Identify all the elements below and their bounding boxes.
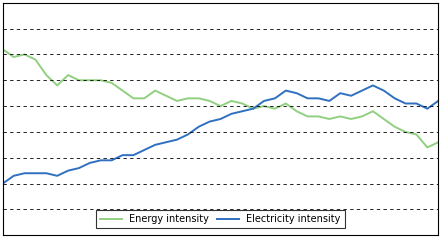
Line: Electricity intensity: Electricity intensity — [3, 85, 438, 183]
Energy intensity — [164, 94, 169, 97]
Electricity intensity — [283, 89, 288, 92]
Energy intensity — [65, 74, 71, 77]
Energy intensity — [262, 105, 267, 108]
Energy intensity — [131, 97, 136, 100]
Electricity intensity — [403, 102, 408, 105]
Electricity intensity — [0, 182, 5, 185]
Electricity intensity — [164, 141, 169, 144]
Electricity intensity — [44, 172, 49, 175]
Energy intensity — [153, 89, 158, 92]
Energy intensity — [33, 58, 38, 61]
Electricity intensity — [55, 174, 60, 177]
Electricity intensity — [131, 154, 136, 157]
Electricity intensity — [272, 97, 277, 100]
Electricity intensity — [425, 107, 430, 110]
Electricity intensity — [22, 172, 27, 175]
Energy intensity — [392, 125, 397, 128]
Electricity intensity — [142, 149, 147, 151]
Energy intensity — [370, 110, 376, 113]
Energy intensity — [425, 146, 430, 149]
Electricity intensity — [196, 125, 202, 128]
Energy intensity — [294, 110, 299, 113]
Energy intensity — [98, 79, 103, 82]
Electricity intensity — [381, 89, 386, 92]
Electricity intensity — [414, 102, 419, 105]
Energy intensity — [229, 99, 234, 102]
Energy intensity — [283, 102, 288, 105]
Electricity intensity — [327, 99, 332, 102]
Energy intensity — [44, 74, 49, 77]
Energy intensity — [218, 105, 223, 108]
Electricity intensity — [65, 169, 71, 172]
Energy intensity — [316, 115, 321, 118]
Electricity intensity — [392, 97, 397, 100]
Energy intensity — [403, 130, 408, 133]
Electricity intensity — [109, 159, 114, 162]
Legend: Energy intensity, Electricity intensity: Energy intensity, Electricity intensity — [97, 210, 344, 228]
Energy intensity — [338, 115, 343, 118]
Energy intensity — [109, 81, 114, 84]
Energy intensity — [185, 97, 191, 100]
Electricity intensity — [207, 120, 212, 123]
Electricity intensity — [348, 94, 354, 97]
Energy intensity — [55, 84, 60, 87]
Electricity intensity — [262, 99, 267, 102]
Electricity intensity — [359, 89, 365, 92]
Electricity intensity — [33, 172, 38, 175]
Energy intensity — [250, 107, 256, 110]
Energy intensity — [381, 118, 386, 120]
Electricity intensity — [239, 110, 245, 113]
Electricity intensity — [98, 159, 103, 162]
Energy intensity — [76, 79, 82, 82]
Energy intensity — [348, 118, 354, 120]
Energy intensity — [0, 48, 5, 51]
Electricity intensity — [174, 138, 179, 141]
Energy intensity — [414, 133, 419, 136]
Electricity intensity — [120, 154, 125, 157]
Electricity intensity — [316, 97, 321, 100]
Electricity intensity — [370, 84, 376, 87]
Energy intensity — [87, 79, 93, 82]
Energy intensity — [22, 53, 27, 56]
Energy intensity — [120, 89, 125, 92]
Energy intensity — [239, 102, 245, 105]
Electricity intensity — [87, 161, 93, 164]
Energy intensity — [359, 115, 365, 118]
Electricity intensity — [250, 107, 256, 110]
Energy intensity — [436, 141, 441, 144]
Electricity intensity — [11, 174, 16, 177]
Energy intensity — [196, 97, 202, 100]
Electricity intensity — [229, 112, 234, 115]
Energy intensity — [174, 99, 179, 102]
Energy intensity — [11, 56, 16, 59]
Energy intensity — [272, 107, 277, 110]
Energy intensity — [207, 99, 212, 102]
Electricity intensity — [76, 167, 82, 169]
Electricity intensity — [218, 118, 223, 120]
Electricity intensity — [294, 92, 299, 94]
Electricity intensity — [153, 144, 158, 146]
Line: Energy intensity: Energy intensity — [3, 49, 438, 147]
Electricity intensity — [338, 92, 343, 94]
Energy intensity — [142, 97, 147, 100]
Energy intensity — [327, 118, 332, 120]
Electricity intensity — [436, 99, 441, 102]
Energy intensity — [305, 115, 310, 118]
Electricity intensity — [185, 133, 191, 136]
Electricity intensity — [305, 97, 310, 100]
